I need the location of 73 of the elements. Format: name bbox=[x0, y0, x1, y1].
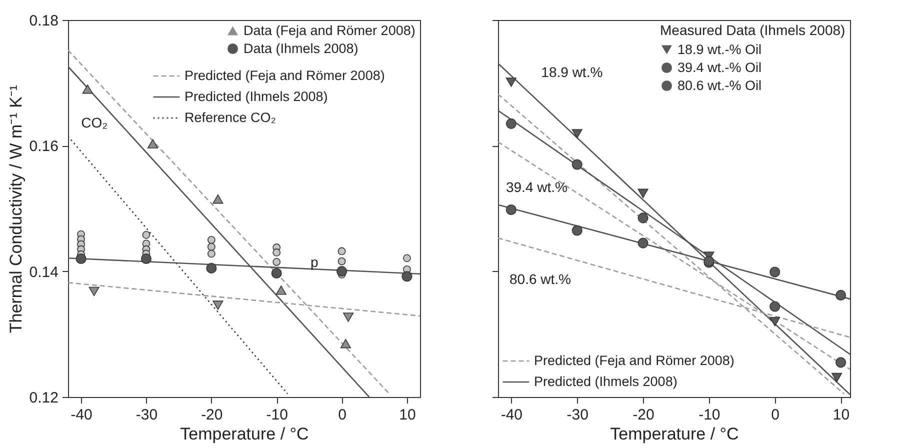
point bbox=[402, 271, 412, 282]
point bbox=[206, 262, 217, 274]
point bbox=[147, 139, 158, 148]
legend-label: Data (Feja and Römer 2008) bbox=[244, 22, 416, 38]
x-axis-title: Temperature / °C bbox=[180, 424, 309, 444]
point bbox=[770, 301, 780, 312]
legend-label: 18.9 wt.-% Oil bbox=[678, 42, 762, 57]
point bbox=[506, 118, 516, 129]
legend-label: Predicted (Ihmels 2008) bbox=[534, 374, 678, 389]
legend-label: Reference CO₂ bbox=[184, 110, 276, 125]
point bbox=[340, 338, 351, 348]
point bbox=[836, 357, 846, 368]
point bbox=[836, 290, 846, 300]
legend-label: 39.4 wt.-% Oil bbox=[678, 60, 762, 75]
point bbox=[82, 84, 93, 94]
x-tick-label: -20 bbox=[201, 406, 223, 424]
point bbox=[832, 372, 842, 382]
point bbox=[272, 248, 281, 256]
y-tick-label: 0.18 bbox=[29, 12, 58, 30]
point bbox=[403, 254, 411, 262]
annotation: 18.9 wt.% bbox=[541, 64, 603, 80]
x-tick-label: -20 bbox=[632, 406, 654, 424]
legend-title: Measured Data (Ihmels 2008) bbox=[660, 22, 846, 38]
legend-label: Data (Ihmels 2008) bbox=[244, 40, 358, 56]
annotation: 39.4 wt.% bbox=[506, 179, 568, 196]
point bbox=[76, 254, 86, 264]
point bbox=[572, 129, 582, 138]
annotation: p bbox=[310, 254, 318, 270]
x-tick-label: -30 bbox=[566, 406, 588, 424]
point bbox=[207, 250, 216, 258]
point bbox=[506, 78, 516, 87]
point bbox=[271, 268, 282, 278]
x-tick-label: -40 bbox=[70, 406, 92, 424]
point bbox=[276, 286, 286, 295]
legend-label: Predicted (Ihmels 2008) bbox=[184, 89, 328, 104]
point bbox=[770, 316, 780, 326]
point bbox=[212, 194, 224, 204]
y-tick-label: 0.16 bbox=[29, 138, 58, 156]
point bbox=[88, 286, 100, 296]
point bbox=[336, 266, 348, 277]
point bbox=[338, 247, 346, 256]
point bbox=[638, 238, 648, 248]
y-axis-title: Thermal Conductivity / W m⁻¹ K⁻¹ bbox=[6, 84, 26, 334]
point bbox=[638, 188, 648, 198]
x-tick-label: 10 bbox=[832, 406, 850, 424]
x-tick-label: 0 bbox=[771, 406, 780, 424]
annotation: CO₂ bbox=[81, 114, 108, 131]
point bbox=[343, 312, 354, 322]
y-tick-label: 0.14 bbox=[29, 264, 58, 281]
x-tick-label: -30 bbox=[136, 406, 158, 424]
legend-label: Predicted (Feja and Römer 2008) bbox=[534, 353, 734, 368]
annotation: 80.6 wt.% bbox=[510, 271, 571, 288]
point bbox=[272, 258, 281, 266]
x-tick-label: -10 bbox=[698, 406, 720, 424]
legend-label: 80.6 wt.-% Oil bbox=[678, 78, 762, 93]
point bbox=[207, 242, 216, 251]
point bbox=[572, 159, 582, 170]
point bbox=[572, 225, 582, 236]
point bbox=[140, 254, 152, 264]
point bbox=[207, 236, 216, 244]
x-tick-label: -10 bbox=[266, 406, 288, 424]
x-tick-label: 0 bbox=[338, 406, 346, 424]
x-tick-label: -40 bbox=[500, 406, 523, 424]
x-axis-title: Temperature / °C bbox=[610, 424, 739, 444]
point bbox=[638, 212, 648, 224]
x-tick-label: 10 bbox=[399, 406, 416, 424]
point bbox=[770, 266, 780, 278]
point bbox=[506, 204, 516, 216]
point bbox=[338, 257, 346, 266]
legend-label: Predicted (Feja and Römer 2008) bbox=[184, 68, 385, 83]
point bbox=[212, 300, 224, 310]
y-tick-label: 0.12 bbox=[29, 390, 58, 406]
point bbox=[142, 230, 150, 239]
